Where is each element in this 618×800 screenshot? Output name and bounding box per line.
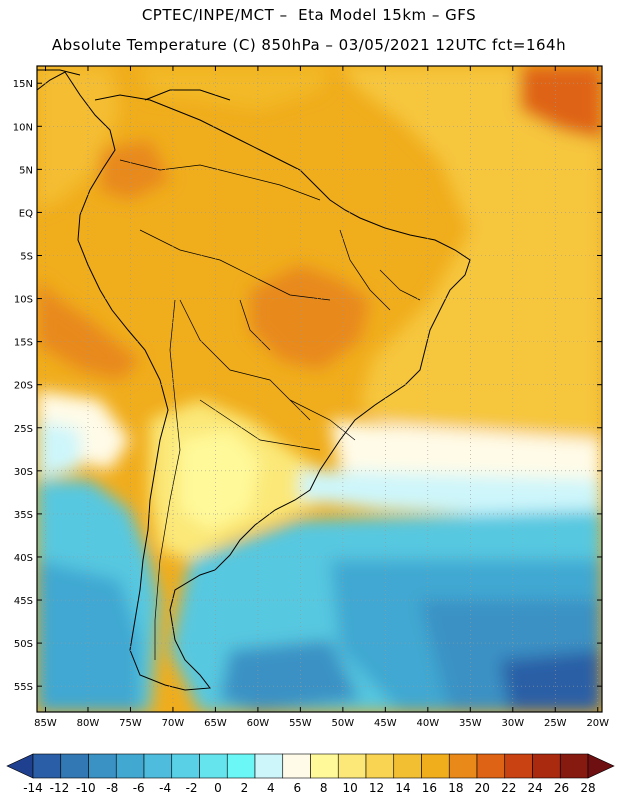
colorbar-swatch <box>254 753 284 779</box>
colorbar-min-arrow <box>6 753 34 779</box>
lat-label: 5N <box>19 165 33 176</box>
colorbar-swatch <box>115 753 145 779</box>
colorbar-swatch <box>448 753 478 779</box>
colorbar-max-arrow <box>587 753 615 779</box>
lon-label: 60W <box>247 718 270 729</box>
colorbar-label: 10 <box>343 781 358 795</box>
colorbar-label: 26 <box>554 781 569 795</box>
lon-label: 25W <box>544 718 567 729</box>
colorbar-label: -6 <box>133 781 145 795</box>
colorbar-swatch <box>393 753 422 779</box>
lat-label: 50S <box>14 639 33 650</box>
colorbar-label: 8 <box>320 781 328 795</box>
colorbar-label: 2 <box>241 781 249 795</box>
colorbar-swatch <box>504 753 533 779</box>
colorbar-label: 22 <box>501 781 516 795</box>
lat-label: 35S <box>14 510 33 521</box>
lon-label: 30W <box>501 718 524 729</box>
colorbar-swatch <box>310 753 339 779</box>
lon-label: 85W <box>34 718 57 729</box>
colorbar-swatch <box>365 753 395 779</box>
colorbar-label: -14 <box>23 781 43 795</box>
lat-label: 40S <box>14 553 33 564</box>
lon-label: 35W <box>459 718 482 729</box>
lat-label: 10N <box>13 122 33 133</box>
latitude-labels: 15N 10N 5N EQ 5S 10S 15S 20S 25S 30S 35S 40S 45S 50S 5… <box>13 79 33 693</box>
lon-label: 40W <box>417 718 440 729</box>
colorbar-swatch <box>559 753 589 779</box>
lon-label: 80W <box>77 718 100 729</box>
map-frame <box>36 65 603 713</box>
colorbar-label: -8 <box>106 781 118 795</box>
colorbar-swatch <box>143 753 173 779</box>
lat-label: 45S <box>14 596 33 607</box>
lat-label: 15S <box>14 338 33 349</box>
colorbar-swatch <box>32 753 62 779</box>
colorbar-swatch <box>60 753 89 779</box>
colorbar-label: 0 <box>214 781 222 795</box>
colorbar-swatch <box>199 753 228 779</box>
colorbar-label: -2 <box>186 781 198 795</box>
colorbar-label: 12 <box>369 781 384 795</box>
colorbar-label: -10 <box>76 781 96 795</box>
chart-title-line1: CPTEC/INPE/MCT – Eta Model 15km – GFS <box>141 6 477 24</box>
lat-label: 15N <box>13 79 33 90</box>
lat-label: 55S <box>14 682 33 693</box>
colorbar-label: 14 <box>395 781 410 795</box>
lat-label: 10S <box>14 295 33 306</box>
lat-label: EQ <box>19 208 33 219</box>
colorbar-label: 24 <box>528 781 543 795</box>
lon-label: 75W <box>119 718 142 729</box>
colorbar-swatch <box>88 753 117 779</box>
colorbar-swatch <box>337 753 367 779</box>
colorbar-label: 20 <box>475 781 490 795</box>
central-america-coast <box>37 69 81 76</box>
colorbar-label: 4 <box>267 781 275 795</box>
temperature-map: 85W 80W 75W 70W 65W 60W 55W 50W 45W 40W 35W 30W 25W 2… <box>13 65 609 729</box>
colorbar-label: 28 <box>580 781 595 795</box>
axis-ticks <box>37 66 602 712</box>
colorbar-swatch <box>476 753 506 779</box>
lon-label: 20W <box>586 718 609 729</box>
colorbar-swatch <box>282 753 311 779</box>
colorbar-swatch <box>532 753 561 779</box>
colorbar-label: 16 <box>422 781 437 795</box>
colorbar-swatch <box>171 753 200 779</box>
lat-label: 25S <box>14 424 33 435</box>
colorbar-label: 18 <box>448 781 463 795</box>
caribbean-coast <box>144 89 231 101</box>
lat-label: 5S <box>20 251 33 262</box>
colorbar-label: -12 <box>50 781 70 795</box>
country-borders <box>119 159 421 660</box>
lon-label: 55W <box>289 718 312 729</box>
colorbar-swatch <box>421 753 450 779</box>
lon-label: 50W <box>332 718 355 729</box>
colorbar-swatch <box>226 753 256 779</box>
colorbar-label: -4 <box>159 781 171 795</box>
lon-label: 45W <box>374 718 397 729</box>
colorbar-label: 6 <box>293 781 301 795</box>
lat-label: 20S <box>14 381 33 392</box>
longitude-labels: 85W 80W 75W 70W 65W 60W 55W 50W 45W 40W 35W 30W 25W 2… <box>34 718 609 729</box>
lon-label: 70W <box>162 718 185 729</box>
lon-label: 65W <box>204 718 227 729</box>
chart-title-line2: Absolute Temperature (C) 850hPa – 03/05/… <box>51 36 567 54</box>
temperature-field <box>37 66 602 712</box>
lat-label: 30S <box>14 467 33 478</box>
